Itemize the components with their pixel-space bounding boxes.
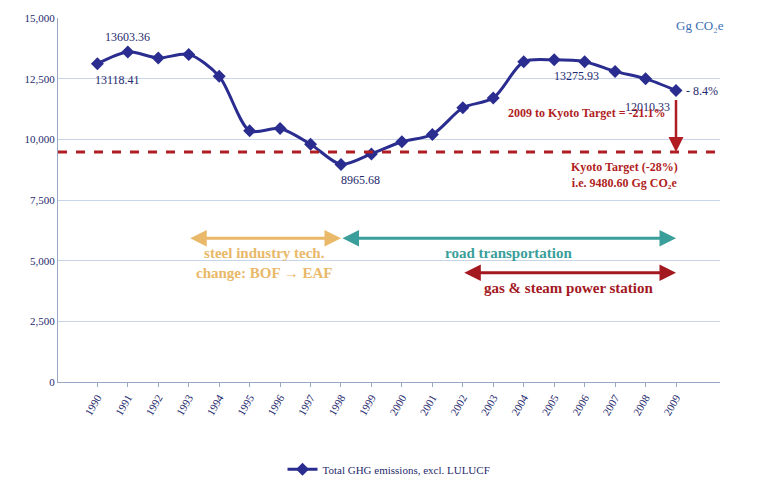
svg-text:Total GHG emissions, excl. LUL: Total GHG emissions, excl. LULUCF [323, 464, 490, 476]
svg-text:2006: 2006 [570, 392, 592, 417]
svg-text:12,500: 12,500 [25, 73, 56, 85]
svg-text:1996: 1996 [265, 392, 287, 417]
svg-text:1991: 1991 [113, 392, 134, 417]
svg-text:13118.41: 13118.41 [95, 73, 140, 87]
svg-text:2001: 2001 [417, 392, 438, 417]
svg-text:2003: 2003 [478, 392, 500, 417]
svg-text:1995: 1995 [235, 392, 257, 417]
svg-text:2005: 2005 [539, 392, 561, 417]
svg-text:1997: 1997 [296, 392, 318, 417]
svg-text:2007: 2007 [600, 392, 622, 417]
svg-text:12010.33: 12010.33 [625, 100, 670, 114]
svg-text:5,000: 5,000 [30, 255, 55, 267]
svg-text:road transportation: road transportation [445, 245, 572, 261]
svg-text:2002: 2002 [448, 392, 469, 417]
svg-text:10,000: 10,000 [25, 133, 56, 145]
svg-text:1994: 1994 [204, 392, 226, 417]
svg-text:1993: 1993 [174, 392, 196, 417]
svg-text:- 8.4%: - 8.4% [686, 84, 718, 98]
svg-text:0: 0 [49, 376, 55, 388]
svg-text:7,500: 7,500 [30, 194, 55, 206]
svg-text:13603.36: 13603.36 [105, 30, 150, 44]
svg-text:2004: 2004 [509, 392, 531, 417]
svg-text:2009: 2009 [661, 392, 683, 417]
svg-text:Kyoto Target (-28%)i.e. 9480.6: Kyoto Target (-28%)i.e. 9480.60 Gg CO₂e [571, 160, 678, 190]
svg-text:13275.93: 13275.93 [554, 69, 599, 83]
svg-text:8965.68: 8965.68 [341, 173, 380, 187]
svg-text:1999: 1999 [357, 392, 379, 417]
svg-text:1992: 1992 [143, 392, 164, 417]
svg-text:2009 to Kyoto Target = -21.1%: 2009 to Kyoto Target = -21.1% [508, 106, 666, 120]
svg-text:Gg CO₂e: Gg CO₂e [676, 18, 724, 33]
svg-text:gas & steam power station: gas & steam power station [484, 280, 654, 296]
svg-text:1990: 1990 [82, 392, 104, 417]
svg-text:steel industry tech.change: BO: steel industry tech.change: BOF → EAF [196, 245, 333, 281]
svg-text:15,000: 15,000 [25, 12, 56, 24]
svg-text:1998: 1998 [326, 392, 348, 417]
svg-text:2,500: 2,500 [30, 315, 55, 327]
svg-text:2000: 2000 [387, 392, 409, 417]
svg-text:2008: 2008 [631, 392, 653, 417]
